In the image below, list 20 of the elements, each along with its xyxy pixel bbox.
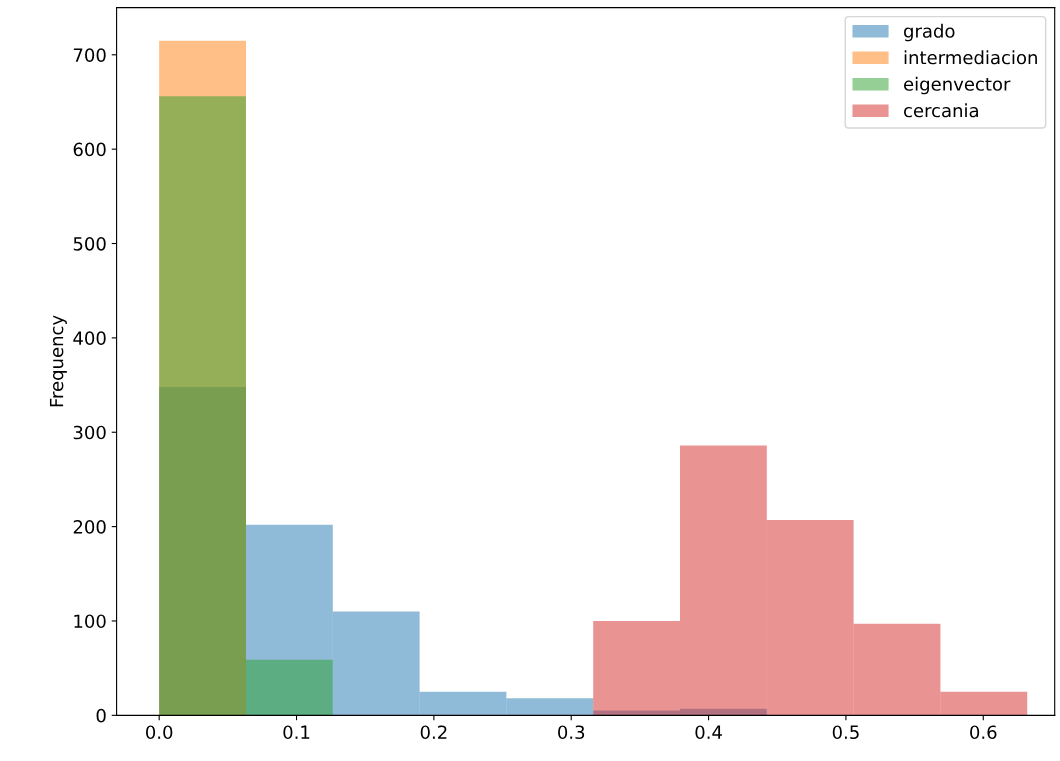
x-tick-label: 0.6 — [970, 725, 997, 740]
y-axis-title: Frequency — [49, 315, 67, 407]
x-tick-label: 0.5 — [832, 725, 859, 740]
y-tick-label: 600 — [73, 142, 106, 157]
y-tick-label: 200 — [73, 520, 106, 534]
legend-label: eigenvector — [904, 76, 1011, 95]
x-tick-label: 0.1 — [283, 725, 310, 740]
legend-label: grado — [904, 23, 955, 42]
x-tick-label: 0.4 — [695, 725, 722, 740]
y-tick-label: 700 — [73, 48, 106, 62]
x-tick-label: 0.2 — [420, 725, 447, 740]
x-tick-label: 0.0 — [146, 725, 173, 740]
x-tick-label: 0.3 — [558, 725, 585, 740]
legend-label: cercania — [904, 103, 978, 118]
legend-label: intermediacion — [904, 50, 1037, 65]
y-tick-label: 0 — [96, 708, 106, 723]
y-tick-label: 100 — [74, 614, 106, 629]
y-tick-label: 500 — [73, 236, 106, 251]
y-tick-label: 300 — [73, 425, 106, 440]
y-tick-label: 400 — [73, 331, 106, 345]
